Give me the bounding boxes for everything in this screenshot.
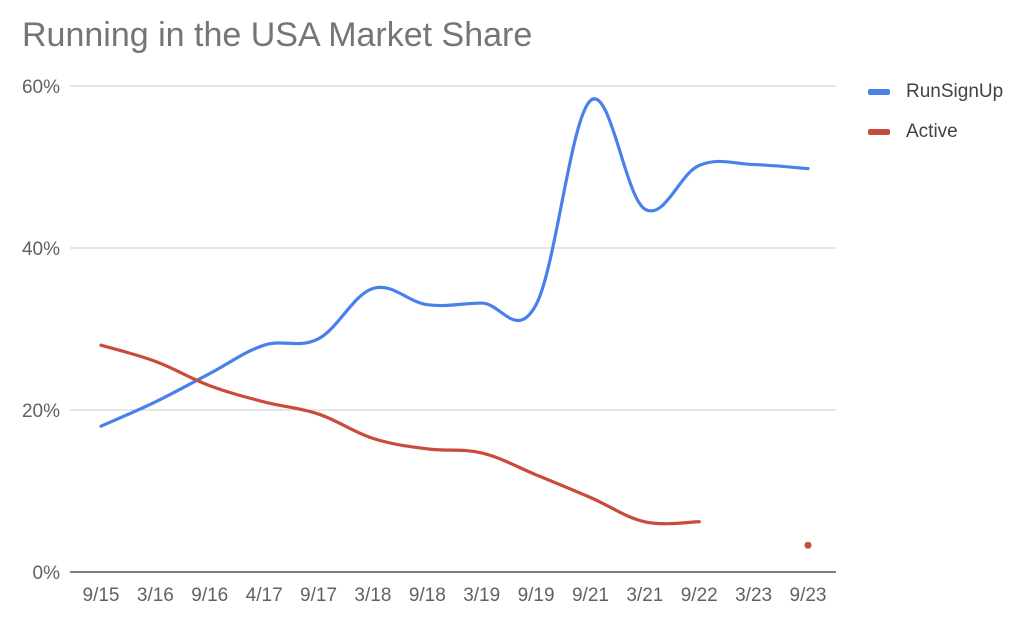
x-tick-label: 3/23 — [735, 585, 772, 606]
data-point-active — [804, 541, 812, 549]
legend-item-runsignup: RunSignUp — [868, 72, 1003, 112]
x-tick-label: 9/19 — [518, 585, 555, 606]
legend-label-active: Active — [906, 121, 958, 142]
x-tick-label: 3/21 — [626, 585, 663, 606]
series-lines — [99, 97, 812, 549]
x-tick-label: 3/16 — [137, 585, 174, 606]
y-tick-label: 0% — [33, 563, 61, 584]
series-line-active — [99, 343, 701, 526]
y-tick-label: 20% — [22, 401, 60, 422]
x-tick-label: 9/17 — [300, 585, 337, 606]
legend-swatch-runsignup — [868, 89, 890, 95]
x-axis-ticks: 9/15 3/16 9/16 4/17 9/17 3/18 9/18 3/19 9/19 9/21… — [83, 585, 827, 606]
y-tick-label: 60% — [22, 77, 60, 98]
x-tick-label: 9/21 — [572, 585, 609, 606]
x-tick-label: 9/15 — [83, 585, 120, 606]
x-tick-label: 9/16 — [191, 585, 228, 606]
y-tick-label: 40% — [22, 239, 60, 260]
x-tick-label: 9/22 — [681, 585, 718, 606]
x-tick-label: 9/23 — [790, 585, 827, 606]
series-line-runsignup — [99, 97, 810, 428]
legend: RunSignUp Active — [868, 72, 1003, 152]
x-tick-label: 4/17 — [246, 585, 283, 606]
x-tick-label: 3/18 — [354, 585, 391, 606]
x-tick-label: 9/18 — [409, 585, 446, 606]
legend-item-active: Active — [868, 112, 1003, 152]
chart-title: Running in the USA Market Share — [22, 16, 533, 54]
grid-lines — [70, 85, 836, 573]
x-tick-label: 3/19 — [463, 585, 500, 606]
legend-label-runsignup: RunSignUp — [906, 81, 1004, 102]
y-axis-ticks: 0% 20% 40% 60% — [22, 77, 60, 584]
legend-swatch-active — [868, 129, 890, 135]
